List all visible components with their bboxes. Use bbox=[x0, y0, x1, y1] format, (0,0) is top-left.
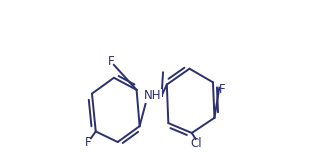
Text: NH: NH bbox=[143, 89, 161, 102]
Text: F: F bbox=[108, 55, 114, 68]
Text: F: F bbox=[85, 136, 92, 148]
Text: Cl: Cl bbox=[191, 137, 202, 150]
Text: F: F bbox=[219, 83, 225, 96]
